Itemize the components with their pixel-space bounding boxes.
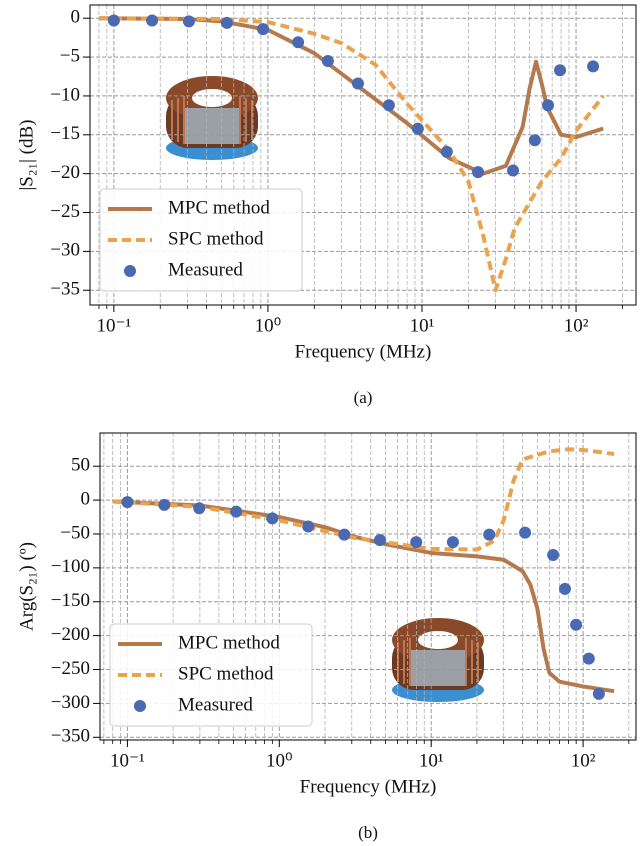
- y-tick-label: −20: [50, 162, 80, 183]
- marker: [257, 23, 270, 36]
- marker: [528, 134, 541, 147]
- legend-label: Measured: [178, 694, 253, 715]
- legend-label: Measured: [168, 259, 243, 280]
- marker: [519, 526, 532, 539]
- marker: [321, 54, 334, 67]
- line: [98, 16, 605, 293]
- marker: [158, 498, 171, 511]
- line: [112, 447, 615, 552]
- marker: [302, 520, 315, 533]
- y-tick-label: −300: [51, 692, 90, 713]
- marker: [554, 64, 567, 77]
- x-tick-label: 10²: [571, 750, 596, 771]
- marker: [338, 528, 351, 541]
- marker: [592, 687, 605, 700]
- plot-frame: [89, 4, 637, 306]
- marker: [547, 548, 560, 561]
- legend-label: MPC method: [168, 197, 270, 218]
- marker: [351, 77, 364, 90]
- marker: [230, 505, 243, 518]
- y-tick-label: 50: [71, 455, 90, 476]
- legend-label: MPC method: [178, 632, 280, 653]
- marker: [146, 14, 159, 27]
- marker: [440, 145, 453, 158]
- series-group: [112, 447, 615, 700]
- y-tick-label: −5: [60, 45, 80, 66]
- x-axis-label: Frequency (MHz): [300, 776, 437, 797]
- legend-box: [99, 188, 303, 292]
- y-tick-label: −30: [50, 240, 80, 261]
- y-tick-label: −100: [51, 556, 90, 577]
- plot-frame: [99, 432, 637, 741]
- marker: [220, 16, 233, 29]
- inductor-photo: [165, 75, 259, 161]
- legend-marker: [124, 265, 136, 277]
- marker: [411, 122, 424, 135]
- marker: [410, 536, 423, 549]
- marker: [483, 528, 496, 541]
- x-tick-label: 10⁻¹: [96, 315, 131, 336]
- marker: [446, 536, 459, 549]
- marker: [582, 652, 595, 665]
- y-tick-label: −25: [50, 201, 80, 222]
- y-tick-label: −50: [60, 522, 90, 543]
- x-tick-label: 10¹: [419, 750, 444, 771]
- y-tick-label: 0: [71, 7, 81, 28]
- marker: [587, 60, 600, 73]
- marker: [121, 496, 134, 509]
- y-tick-label: −350: [51, 726, 90, 747]
- x-tick-label: 10²: [564, 315, 589, 336]
- marker: [558, 582, 571, 595]
- marker: [570, 618, 583, 631]
- marker: [382, 99, 395, 112]
- marker: [292, 36, 305, 49]
- y-tick-label: −15: [50, 123, 80, 144]
- x-tick-label: 10¹: [410, 315, 435, 336]
- y-tick-label: −200: [51, 624, 90, 645]
- legend-marker: [134, 700, 146, 712]
- x-tick-label: 10⁰: [266, 750, 293, 771]
- x-tick-label: 10⁰: [255, 315, 282, 336]
- y-tick-label: −250: [51, 658, 90, 679]
- marker: [542, 99, 555, 112]
- y-tick-label: −150: [51, 590, 90, 611]
- marker: [373, 534, 386, 547]
- legend-box: [109, 623, 313, 727]
- caption: (b): [358, 823, 378, 842]
- marker: [193, 502, 206, 515]
- marker: [507, 164, 520, 177]
- legend-label: SPC method: [168, 228, 264, 249]
- y-axis-label: Arg(S₂₁) (º): [16, 542, 37, 631]
- x-tick-label: 10⁻¹: [110, 750, 145, 771]
- marker: [182, 15, 195, 28]
- y-axis-label: |S₂₁| (dB): [16, 120, 37, 191]
- series-group: [98, 14, 605, 293]
- marker: [472, 166, 485, 179]
- inductor-photo: [391, 617, 485, 703]
- x-axis-label: Frequency (MHz): [295, 341, 432, 362]
- marker: [266, 512, 279, 525]
- y-tick-label: 0: [81, 488, 91, 509]
- caption: (a): [354, 388, 373, 407]
- legend-label: SPC method: [178, 663, 274, 684]
- y-tick-label: −10: [50, 84, 80, 105]
- y-tick-label: −35: [50, 279, 80, 300]
- marker: [107, 14, 120, 27]
